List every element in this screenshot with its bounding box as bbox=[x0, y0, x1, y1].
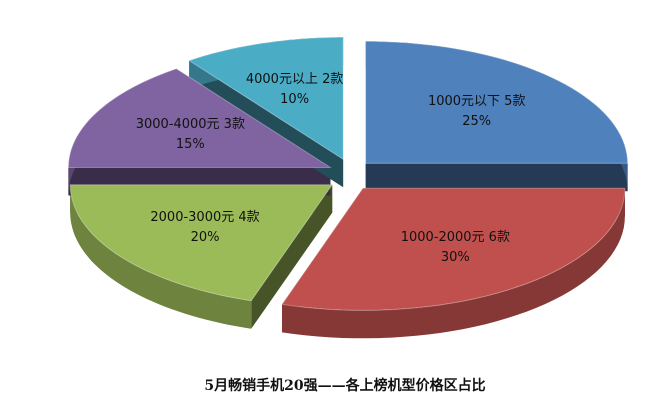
slice-label: 4000元以上 2款 bbox=[246, 72, 344, 87]
pie-tops bbox=[67, 36, 629, 311]
pie-slice bbox=[188, 36, 344, 161]
slice-label: 1000-2000元 6款 bbox=[401, 230, 510, 245]
slice-wall bbox=[70, 184, 252, 329]
slice-wall bbox=[282, 188, 625, 339]
pie-slice bbox=[281, 187, 626, 311]
pie-labels: 1000元以下 5款 25% 1000-2000元 6款 30% 2000-3000元 … bbox=[136, 72, 526, 265]
slice-label: 2000-3000元 4款 bbox=[150, 210, 259, 225]
pie-slice bbox=[69, 184, 334, 302]
slice-cut-face bbox=[365, 163, 628, 192]
chart-title: 5月畅销手机20强——各上榜机型价格区占比 bbox=[204, 377, 485, 394]
slice-value-label: 30% bbox=[441, 250, 470, 265]
slice-cut-face bbox=[251, 184, 333, 329]
slice-value-label: 20% bbox=[191, 230, 220, 245]
slice-value-label: 10% bbox=[280, 92, 309, 107]
slice-value-label: 15% bbox=[176, 137, 205, 152]
slice-label: 1000元以下 5款 bbox=[428, 94, 526, 109]
slice-label: 3000-4000元 3款 bbox=[136, 117, 245, 132]
pie-slice bbox=[365, 40, 629, 164]
slice-value-label: 25% bbox=[462, 114, 491, 129]
pie-slice bbox=[67, 68, 333, 168]
